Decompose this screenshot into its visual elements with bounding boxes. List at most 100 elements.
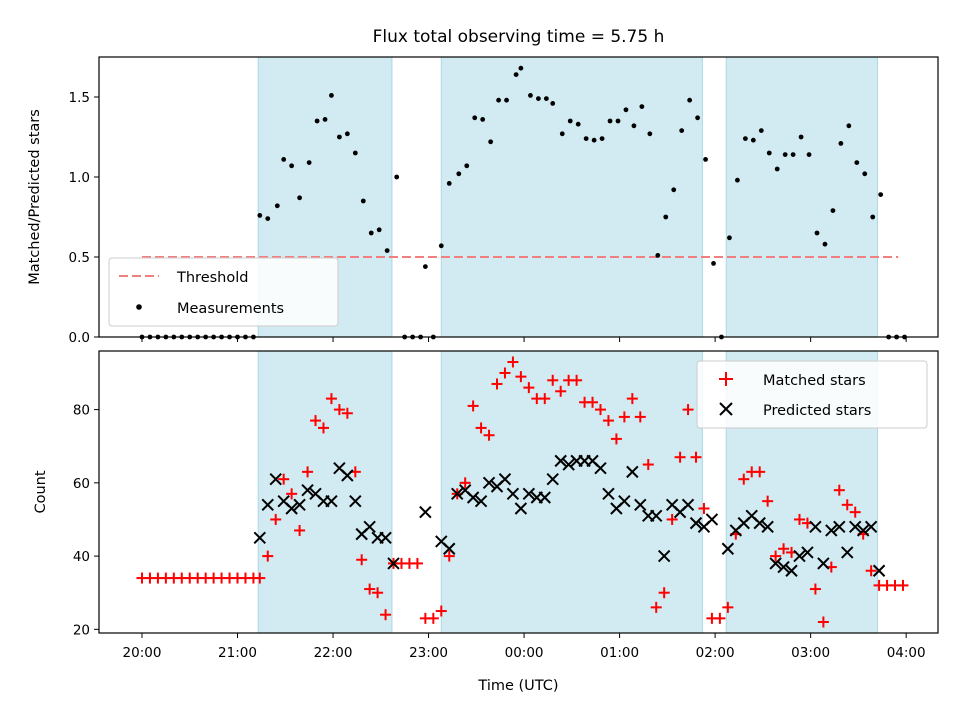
matched-star-point: [435, 605, 447, 617]
measurement-point: [314, 118, 320, 124]
measurement-point: [798, 134, 804, 140]
predicted-star-point: [602, 487, 615, 501]
top-shading-group: [257, 56, 879, 338]
predicted-star-point: [285, 502, 298, 515]
matched-star-point: [618, 411, 630, 423]
matched-star-point: [698, 502, 710, 514]
measurement-point: [838, 141, 844, 146]
predicted-star-point: [769, 557, 782, 570]
matched-star-point: [270, 513, 282, 525]
measurement-point: [639, 104, 645, 109]
measurement-point: [480, 117, 486, 122]
predicted-star-point: [349, 494, 362, 508]
measurement-point: [360, 198, 366, 204]
observing-window-shade: [440, 350, 703, 634]
predicted-star-point: [269, 472, 282, 486]
measurement-point: [655, 253, 661, 258]
measurement-point: [322, 117, 328, 122]
measurement-point: [257, 213, 263, 218]
x-tick-label: 22:00: [314, 645, 353, 661]
predicted-star-point: [253, 531, 267, 544]
measurement-point: [368, 230, 374, 236]
measurement-point: [671, 187, 677, 193]
matched-star-point: [682, 404, 694, 416]
measurement-point: [329, 93, 334, 98]
x-tick-label: 00:00: [505, 645, 544, 661]
top-plot-frame: [98, 56, 939, 338]
matched-star-point: [594, 404, 606, 416]
matched-star-point: [341, 407, 353, 419]
matched-star-point: [254, 572, 266, 584]
x-tick-label: 01:00: [600, 645, 639, 661]
matched-star-point: [302, 466, 314, 478]
matched-star-point: [849, 506, 861, 518]
measurement-point: [504, 97, 509, 103]
predicted-star-point: [387, 557, 400, 570]
measurement-point: [822, 241, 828, 247]
predicted-star-point: [443, 542, 456, 555]
matched-star-point: [571, 374, 583, 386]
predicted-star-point: [562, 458, 575, 471]
observing-window-shade: [725, 56, 879, 338]
measurement-point: [854, 160, 860, 166]
predicted-star-point: [833, 520, 846, 533]
predicted-star-point: [841, 546, 854, 559]
measurement-point: [336, 134, 342, 140]
matched-star-point: [547, 374, 559, 386]
measurement-point: [615, 118, 621, 124]
predicted-star-point: [325, 494, 338, 508]
x-tick-label: 23:00: [409, 645, 448, 661]
predicted-star-point: [681, 498, 695, 512]
top-y-ticks: 0.0 0.5 1.0 1.5: [69, 90, 99, 346]
predicted-star-point: [522, 487, 536, 501]
bottom-legend-box: [696, 360, 928, 429]
predicted-star-point: [785, 564, 798, 577]
matched-star-point: [841, 499, 853, 511]
y-tick-label: 1.5: [69, 90, 90, 106]
matched-star-point: [286, 488, 298, 500]
y-tick-label: 0.0: [69, 330, 90, 346]
measurement-point: [862, 171, 868, 177]
predicted-star-point: [293, 498, 306, 512]
matched-star-point: [459, 477, 471, 489]
measurement-point: [790, 152, 796, 158]
predicted-points: [253, 454, 886, 577]
y-tick-label: 1.0: [69, 170, 90, 186]
measurement-point: [513, 72, 519, 77]
predicted-star-point: [538, 491, 551, 504]
matched-star-point: [310, 415, 322, 427]
matched-star-point: [372, 587, 384, 599]
matched-star-point: [650, 601, 662, 613]
measurement-point: [446, 181, 452, 186]
predicted-star-point: [379, 531, 392, 544]
legend-measurement-label: Measurements: [177, 301, 284, 317]
predicted-star-point: [634, 498, 647, 512]
x-tick-label: 02:00: [696, 645, 735, 661]
measurement-point: [352, 150, 358, 156]
matched-star-point: [333, 404, 345, 416]
measurement-point: [344, 131, 350, 137]
predicted-star-point: [761, 520, 774, 533]
predicted-star-point: [849, 520, 862, 533]
measurement-point: [297, 195, 302, 201]
measurement-point: [550, 101, 556, 106]
measurement-point: [496, 97, 501, 103]
matched-star-point: [555, 385, 567, 397]
matched-star-point: [491, 378, 503, 390]
matched-star-point: [325, 393, 337, 405]
matched-star-point: [865, 565, 877, 577]
measurement-point: [695, 115, 701, 121]
matched-star-point: [262, 550, 274, 562]
y-tick-label: 60: [73, 476, 90, 492]
bottom-panel: 20 40 60 80 20:00 21:00 22:00 23:00 00:00 01:00 0…: [33, 350, 939, 694]
x-tick-label: 21:00: [218, 645, 257, 661]
legend-predicted-label: Predicted stars: [763, 403, 871, 419]
measurement-point: [766, 150, 772, 156]
matched-star-point: [897, 579, 909, 591]
x-axis-label: Time (UTC): [477, 678, 558, 694]
matched-star-point: [610, 433, 622, 445]
measurement-point: [703, 157, 708, 162]
measurement-point: [878, 192, 884, 198]
predicted-star-point: [419, 505, 432, 519]
measurement-point: [830, 208, 836, 214]
